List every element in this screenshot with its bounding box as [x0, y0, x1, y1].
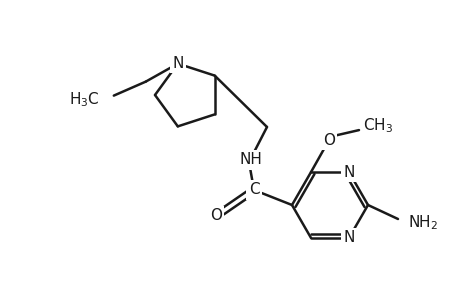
- Text: N: N: [342, 230, 354, 245]
- Text: O: O: [210, 208, 222, 224]
- Text: CH$_3$: CH$_3$: [362, 117, 392, 135]
- Text: O: O: [322, 133, 334, 148]
- Text: H$_3$C: H$_3$C: [69, 90, 100, 109]
- Text: N: N: [172, 56, 183, 71]
- Text: NH$_2$: NH$_2$: [407, 214, 437, 232]
- Text: NH: NH: [239, 152, 262, 167]
- Text: C: C: [248, 182, 259, 197]
- Text: N: N: [342, 165, 354, 180]
